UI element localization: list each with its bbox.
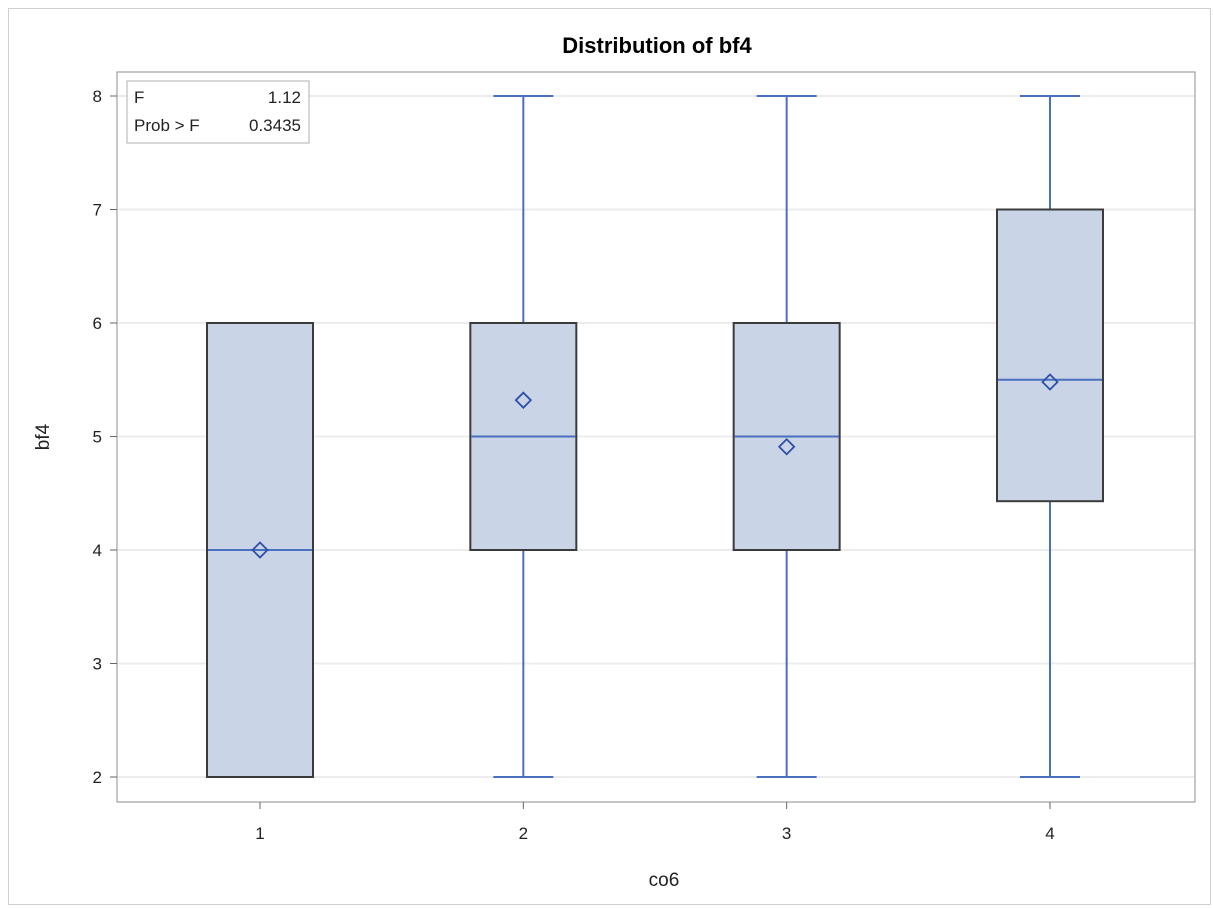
x-axis-label: co6 — [649, 870, 680, 891]
y-tick-label: 8 — [93, 87, 102, 106]
box-group-3 — [732, 95, 841, 778]
x-tick-label: 3 — [782, 824, 791, 843]
stat-value-prob: 0.3435 — [249, 116, 301, 135]
y-tick-label: 3 — [93, 655, 102, 674]
x-axis: 1 2 3 4 — [255, 802, 1055, 843]
y-tick-label: 2 — [93, 768, 102, 787]
mean-marker — [777, 437, 796, 456]
stat-label-prob: Prob > F — [134, 116, 200, 135]
chart-title: Distribution of bf4 — [562, 33, 752, 58]
mean-marker — [514, 391, 533, 409]
box-group-1 — [206, 322, 314, 778]
y-tick-label: 4 — [93, 541, 102, 560]
stat-label-f: F — [134, 88, 144, 107]
x-tick-label: 4 — [1045, 824, 1054, 843]
stat-value-f: 1.12 — [268, 88, 301, 107]
y-tick-label: 7 — [93, 201, 102, 220]
mean-marker — [251, 541, 269, 559]
box-group-2 — [469, 95, 578, 778]
y-axis: 2 3 4 5 6 7 8 — [93, 87, 117, 787]
box-group-4 — [995, 95, 1104, 778]
y-tick-label: 6 — [93, 314, 102, 333]
stats-inset-box — [126, 80, 310, 144]
stats-inset: F 1.12 Prob > F 0.3435 — [126, 80, 310, 144]
x-tick-label: 2 — [519, 824, 528, 843]
y-tick-label: 5 — [93, 428, 102, 447]
y-axis-label: bf4 — [33, 423, 54, 450]
box-iqr — [995, 208, 1104, 503]
x-tick-label: 1 — [255, 824, 264, 843]
box-series — [206, 95, 1104, 778]
mean-marker — [1041, 373, 1059, 391]
